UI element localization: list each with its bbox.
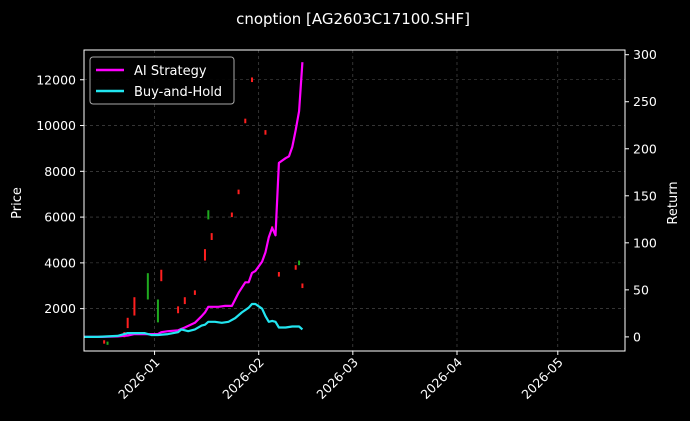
y-axis-label: Price [10,187,25,219]
price-candle [126,317,129,329]
price-candle [244,118,247,124]
return-tick-label: 300 [633,47,657,62]
price-candle [133,297,136,316]
legend-label-buy-and-hold: Buy-and-Hold [134,85,222,100]
price-candle [156,299,159,323]
price-candle [298,260,301,266]
return-lines [84,62,304,338]
price-candles [103,77,304,345]
price-candle [193,290,196,295]
price-candle [203,249,206,261]
price-candle [264,130,267,135]
buy-and-hold-line [84,302,304,338]
price-candle [146,273,149,300]
return-tick-label: 100 [633,235,657,250]
return-tick-label: 250 [633,94,657,109]
price-candle [277,272,280,277]
price-candle [183,297,186,305]
return-tick-label: 200 [633,141,657,156]
price-tick-label: 4000 [44,255,76,270]
price-candle [207,210,210,220]
price-tick-label: 2000 [44,301,76,316]
return-tick-label: 0 [633,329,641,344]
price-tick-label: 6000 [44,210,76,225]
return-axis: 0 50 100 150 200 250 300 [625,47,657,344]
return-tick-label: 150 [633,188,657,203]
return-tick-label: 50 [633,282,649,297]
price-candle [210,233,213,240]
price-candle [251,77,254,83]
price-candle [160,269,163,282]
price-tick-label: 10000 [36,118,76,133]
price-candle [230,212,233,218]
grid-lines [84,50,625,351]
price-candle [103,340,106,344]
legend: AI Strategy Buy-and-Hold [89,56,235,105]
price-candle [106,341,109,345]
y2-axis-label: Return [666,181,681,224]
price-candle [177,306,180,314]
price-axis: 2000 4000 6000 8000 10000 12000 [36,72,84,316]
price-tick-label: 12000 [36,72,76,87]
chart-title: cnoption [AG2603C17100.SHF] [236,10,470,28]
legend-label-ai-strategy: AI Strategy [134,64,207,79]
price-candle [301,283,304,289]
plot-frame [83,49,626,352]
price-candle [294,265,297,270]
price-candle [237,189,240,195]
price-tick-label: 8000 [44,164,76,179]
legend-box [89,56,235,105]
